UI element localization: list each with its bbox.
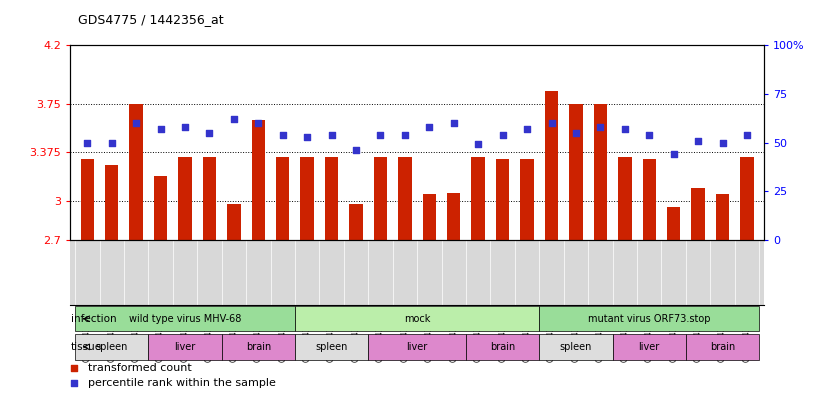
- Text: tissue: tissue: [71, 342, 102, 352]
- Point: [203, 130, 216, 136]
- Bar: [149, 334, 221, 360]
- Point: [691, 138, 705, 144]
- Bar: [496, 160, 510, 240]
- Point: [618, 126, 631, 132]
- Bar: [539, 334, 613, 360]
- Point: [81, 140, 94, 146]
- Text: GDS4775 / 1442356_at: GDS4775 / 1442356_at: [78, 13, 224, 26]
- Text: wild type virus MHV-68: wild type virus MHV-68: [129, 314, 241, 324]
- Bar: [252, 121, 265, 240]
- Point: [423, 124, 436, 130]
- Text: mutant virus ORF73.stop: mutant virus ORF73.stop: [588, 314, 710, 324]
- Bar: [178, 157, 192, 240]
- Bar: [221, 334, 295, 360]
- Point: [398, 132, 411, 138]
- Bar: [130, 104, 143, 240]
- Bar: [667, 208, 681, 240]
- Bar: [423, 195, 436, 240]
- Bar: [227, 204, 240, 240]
- Point: [447, 120, 460, 126]
- Text: brain: brain: [710, 342, 735, 352]
- Bar: [276, 157, 289, 240]
- Text: spleen: spleen: [316, 342, 348, 352]
- Text: infection: infection: [71, 314, 116, 324]
- Point: [178, 124, 192, 130]
- Text: brain: brain: [490, 342, 515, 352]
- Point: [594, 124, 607, 130]
- Text: transformed count: transformed count: [88, 363, 192, 373]
- Bar: [691, 188, 705, 240]
- Bar: [295, 334, 368, 360]
- Point: [442, 180, 455, 186]
- Bar: [374, 157, 387, 240]
- Point: [325, 132, 338, 138]
- Point: [496, 132, 510, 138]
- Text: percentile rank within the sample: percentile rank within the sample: [88, 378, 275, 388]
- Bar: [398, 157, 411, 240]
- Point: [643, 132, 656, 138]
- Point: [154, 126, 167, 132]
- Bar: [466, 334, 539, 360]
- Text: spleen: spleen: [96, 342, 128, 352]
- Bar: [105, 165, 118, 240]
- Bar: [202, 157, 216, 240]
- Bar: [154, 176, 168, 240]
- Bar: [594, 104, 607, 240]
- Point: [740, 132, 753, 138]
- Bar: [686, 334, 759, 360]
- Bar: [75, 306, 295, 331]
- Text: liver: liver: [174, 342, 196, 352]
- Point: [472, 141, 485, 148]
- Text: brain: brain: [245, 342, 271, 352]
- Bar: [539, 306, 759, 331]
- Bar: [75, 334, 149, 360]
- Text: mock: mock: [404, 314, 430, 324]
- Bar: [301, 157, 314, 240]
- Point: [442, 321, 455, 327]
- Bar: [295, 306, 539, 331]
- Bar: [613, 334, 686, 360]
- Point: [569, 130, 582, 136]
- Point: [252, 120, 265, 126]
- Text: liver: liver: [638, 342, 660, 352]
- Bar: [643, 160, 656, 240]
- Point: [227, 116, 240, 122]
- Point: [105, 140, 118, 146]
- Point: [276, 132, 289, 138]
- Point: [716, 140, 729, 146]
- Bar: [740, 157, 753, 240]
- Bar: [368, 334, 466, 360]
- Bar: [472, 157, 485, 240]
- Point: [520, 126, 534, 132]
- Point: [374, 132, 387, 138]
- Text: spleen: spleen: [560, 342, 592, 352]
- Bar: [716, 195, 729, 240]
- Point: [667, 151, 681, 157]
- Point: [130, 120, 143, 126]
- Bar: [325, 157, 339, 240]
- Point: [301, 134, 314, 140]
- Bar: [618, 157, 632, 240]
- Text: liver: liver: [406, 342, 428, 352]
- Bar: [81, 160, 94, 240]
- Bar: [349, 204, 363, 240]
- Bar: [447, 193, 461, 240]
- Bar: [520, 160, 534, 240]
- Point: [545, 120, 558, 126]
- Bar: [545, 91, 558, 240]
- Bar: [569, 104, 582, 240]
- Point: [349, 147, 363, 153]
